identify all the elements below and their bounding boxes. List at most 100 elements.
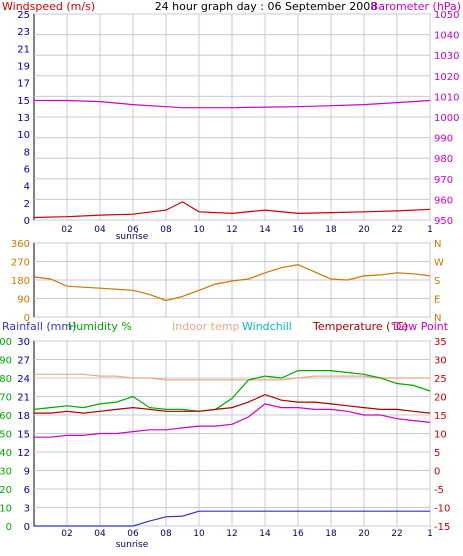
humidity-axis-tick: 40 [0, 448, 12, 459]
right-axis-tick: 980 [434, 154, 453, 165]
right-axis-tick: 0 [434, 467, 440, 478]
x-tick-label: 16 [292, 225, 304, 235]
humidity-axis-tick: 90 [0, 356, 12, 367]
series-indoor-temp [34, 373, 430, 381]
rainfall-axis-tick: 12 [17, 448, 30, 459]
humidity-axis-tick: 0 [6, 522, 12, 533]
rainfall-axis-tick: 15 [17, 430, 30, 441]
rainfall-label: Rainfall (mm) [2, 320, 76, 333]
compass-tick: N [434, 313, 441, 324]
indoor-temp-label: Indoor temp [172, 320, 239, 333]
right-axis-tick: 1010 [434, 92, 459, 103]
right-axis-tick: 15 [434, 411, 447, 422]
right-axis-tick: 960 [434, 195, 453, 206]
humidity-label: Humidity % [68, 320, 132, 333]
right-axis-tick: 20 [434, 393, 447, 404]
windspeed-axis-tick: 6 [24, 165, 30, 176]
x-tick-label: 10 [193, 225, 205, 235]
temperature-label: Temperature (°C) [312, 320, 408, 333]
left-axis-tick: 180 [11, 276, 30, 287]
right-axis-tick: 1030 [434, 51, 459, 62]
compass-tick: S [434, 276, 440, 287]
x-tick-label: 12 [226, 225, 237, 235]
humidity-axis-tick: 60 [0, 411, 12, 422]
left-axis-tick: 90 [17, 295, 30, 306]
x-tick-label: 02 [61, 225, 72, 235]
windspeed-axis-tick: 13 [17, 113, 30, 124]
humidity-axis-tick: 100 [0, 337, 12, 348]
compass-tick: E [434, 295, 440, 306]
windspeed-axis-tick: 0 [24, 216, 30, 227]
x-tick-label: 16 [292, 529, 304, 539]
rainfall-axis-tick: 21 [17, 393, 30, 404]
series-humidity- [33, 370, 431, 412]
right-axis-tick: 1050 [434, 10, 459, 21]
x-tick-label: 22 [391, 529, 402, 539]
rainfall-axis-tick: 18 [17, 411, 30, 422]
right-axis-tick: 1020 [434, 72, 459, 83]
humidity-axis-tick: 20 [0, 485, 12, 496]
x-tick-label: 08 [160, 225, 172, 235]
right-axis-tick: -10 [434, 504, 450, 515]
series-dew-point [34, 403, 431, 438]
x-tick-label: 18 [325, 529, 337, 539]
windspeed-axis-tick: 8 [24, 147, 30, 158]
x-tick-label: 20 [358, 529, 370, 539]
windspeed-axis-title: Windspeed (m/s) [2, 0, 95, 13]
right-axis-tick: 30 [434, 356, 447, 367]
right-axis-tick: 5 [434, 448, 440, 459]
windspeed-axis-tick: 2 [24, 199, 30, 210]
rainfall-axis-tick: 0 [24, 522, 30, 533]
series-temperature-c- [34, 393, 431, 414]
windspeed-axis-tick: 19 [17, 62, 30, 73]
rainfall-axis-tick: 9 [24, 467, 30, 478]
right-axis-tick: -15 [434, 522, 450, 533]
rainfall-axis-tick: 3 [24, 504, 30, 515]
series-lines [33, 99, 431, 527]
chart-title: 24 hour graph day : 06 September 2008 [155, 0, 378, 13]
x-tick-label: 20 [358, 225, 370, 235]
x-tick-label: 10 [193, 529, 205, 539]
windspeed-axis-tick: 23 [17, 27, 30, 38]
compass-tick: W [434, 258, 444, 269]
x-tick-label: 02 [61, 529, 72, 539]
x-tick-label: 04 [94, 225, 106, 235]
windspeed-axis-tick: 15 [17, 96, 30, 107]
x-tick-label: 22 [391, 225, 402, 235]
rainfall-axis-tick: 6 [24, 485, 30, 496]
x-tick-label: 1 [427, 225, 433, 235]
left-axis-tick: 360 [11, 239, 30, 250]
right-axis-tick: 1040 [434, 31, 459, 42]
windspeed-axis-tick: 21 [17, 44, 30, 55]
tick-labels: 02 04 06 08 10 12 14 16 18 20 22 102 04 06 08 10 12 14 16 1… [0, 10, 459, 539]
wind-direction-line [33, 263, 431, 302]
right-axis-tick: 10 [434, 430, 447, 441]
dewpoint-label: Dew Point [393, 320, 449, 333]
left-axis-tick: 270 [11, 258, 30, 269]
left-axis-tick: 0 [24, 313, 30, 324]
rainfall-axis-tick: 27 [17, 356, 30, 367]
x-tick-label: 06 [127, 529, 139, 539]
right-axis-tick: -5 [434, 485, 444, 496]
windspeed-line [33, 201, 431, 219]
humidity-axis-tick: 10 [0, 504, 12, 515]
windspeed-axis-tick: 25 [17, 10, 30, 21]
rainfall-axis-tick: 24 [17, 374, 30, 385]
barometer-line [34, 99, 431, 109]
windspeed-axis-tick: 4 [24, 182, 30, 193]
barometer-axis-title: Barometer (hPa) [371, 0, 461, 13]
windchill-label: Windchill [242, 320, 292, 333]
humidity-axis-tick: 50 [0, 430, 12, 441]
series-rainfall-mm- [34, 510, 430, 527]
right-axis-tick: 1000 [434, 113, 459, 124]
right-axis-tick: 25 [434, 374, 447, 385]
windspeed-axis-tick: 10 [17, 130, 30, 141]
x-tick-label: 14 [259, 225, 271, 235]
sunrise-label-top: sunrise [116, 232, 149, 242]
right-axis-tick: 35 [434, 337, 447, 348]
windspeed-axis-tick: 17 [17, 79, 30, 90]
x-tick-label: 18 [325, 225, 337, 235]
x-tick-label: 04 [94, 529, 106, 539]
